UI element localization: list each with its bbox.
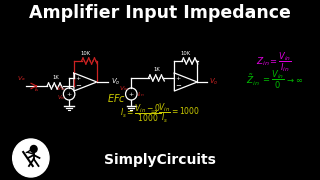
Text: −: − bbox=[75, 83, 81, 89]
Text: −: − bbox=[175, 83, 181, 89]
Text: 1K: 1K bbox=[52, 75, 59, 80]
Text: +: + bbox=[67, 91, 72, 96]
Text: $\tilde{Z}_{in}$: $\tilde{Z}_{in}$ bbox=[246, 72, 260, 88]
Text: $Z_{in}$: $Z_{in}$ bbox=[256, 56, 270, 68]
Text: +: + bbox=[129, 91, 134, 96]
Text: SimplyCircuits: SimplyCircuits bbox=[104, 153, 216, 167]
Text: Amplifier Input Impedance: Amplifier Input Impedance bbox=[29, 4, 291, 22]
Text: $V_a$: $V_a$ bbox=[17, 74, 26, 83]
Text: 10K: 10K bbox=[181, 51, 191, 56]
Text: 1K: 1K bbox=[154, 67, 161, 72]
Text: $EFc$: $EFc$ bbox=[108, 92, 126, 104]
Text: $I_{in}$: $I_{in}$ bbox=[137, 90, 145, 99]
Circle shape bbox=[30, 145, 37, 152]
Text: $V_{in}$: $V_{in}$ bbox=[56, 84, 67, 93]
Text: $V_o$: $V_o$ bbox=[209, 77, 218, 87]
Text: $I_s$: $I_s$ bbox=[34, 85, 40, 94]
Text: $V_o$: $V_o$ bbox=[111, 77, 121, 87]
Text: $V_{in}$: $V_{in}$ bbox=[119, 84, 129, 93]
Text: $= \dfrac{V_{in}}{I_{in}}$: $= \dfrac{V_{in}}{I_{in}}$ bbox=[268, 50, 292, 74]
Text: $\Rightarrow \dfrac{V_{in}}{I_s} = 1000$: $\Rightarrow \dfrac{V_{in}}{I_s} = 1000$ bbox=[149, 101, 200, 125]
Circle shape bbox=[13, 139, 49, 177]
Text: 10K: 10K bbox=[80, 51, 91, 56]
Text: $\rightarrow \infty$: $\rightarrow \infty$ bbox=[285, 75, 303, 84]
Text: +: + bbox=[176, 75, 181, 80]
Text: $= \dfrac{V_{in}}{0}$: $= \dfrac{V_{in}}{0}$ bbox=[261, 69, 285, 91]
Text: +: + bbox=[75, 75, 80, 80]
Text: $V_{in}$: $V_{in}$ bbox=[57, 93, 66, 102]
Text: $I_s = \dfrac{V_{in}-0}{1000}$: $I_s = \dfrac{V_{in}-0}{1000}$ bbox=[120, 102, 162, 124]
